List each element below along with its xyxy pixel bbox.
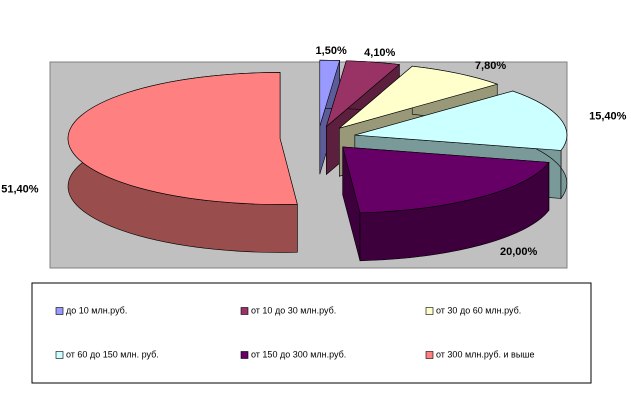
slice [339, 65, 499, 129]
value-label: 20,00% [500, 246, 538, 258]
slice [319, 59, 341, 127]
value-label: 51,40% [1, 183, 39, 195]
legend-label: до 10 млн.руб. [66, 305, 127, 315]
value-label: 7,80% [475, 60, 506, 72]
legend-label: от 30 до 60 млн.руб. [436, 305, 521, 315]
legend-swatch [55, 307, 64, 315]
legend-label: от 10 до 30 млн.руб. [251, 305, 336, 315]
legend-swatch [240, 351, 249, 359]
legend-swatch [55, 351, 64, 359]
slice [325, 60, 401, 128]
legend [31, 282, 592, 384]
legend-label: от 300 млн.руб. и выше [436, 349, 535, 359]
value-label: 15,40% [589, 111, 627, 123]
legend-swatch [425, 351, 434, 359]
slice [67, 72, 298, 205]
legend-label: от 60 до 150 млн. руб. [66, 349, 159, 359]
value-label: 1,50% [316, 45, 347, 57]
slice [354, 90, 568, 151]
slice [342, 146, 550, 214]
legend-swatch [240, 307, 249, 315]
legend-swatch [425, 307, 434, 315]
value-label: 4,10% [364, 47, 395, 59]
legend-label: от 150 до 300 млн.руб. [251, 349, 346, 359]
